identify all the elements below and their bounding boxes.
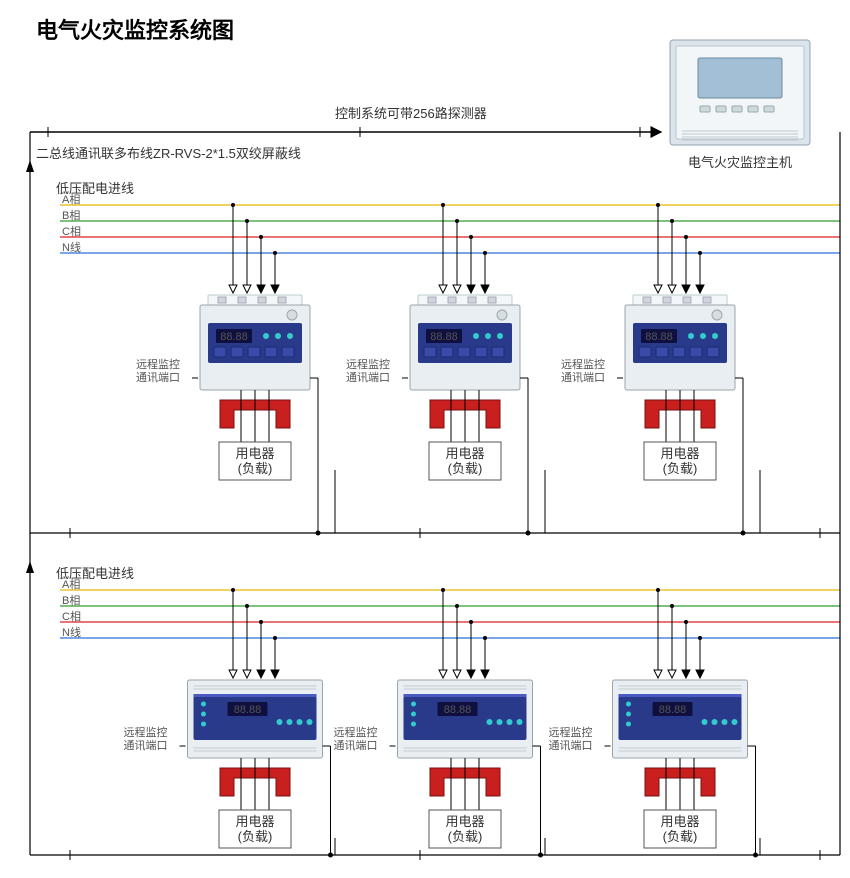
svg-text:远程监控: 远程监控 <box>334 725 378 739</box>
detector-1-2: 88.88 远程监控通讯端口用电器(负载) <box>549 588 761 858</box>
svg-text:远程监控: 远程监控 <box>549 725 593 739</box>
svg-text:A相: A相 <box>62 193 80 206</box>
svg-text:88.88: 88.88 <box>645 331 673 343</box>
svg-text:用电器: 用电器 <box>660 814 699 829</box>
svg-text:(负载): (负载) <box>238 829 273 844</box>
svg-text:远程监控: 远程监控 <box>561 357 605 371</box>
svg-text:B相: B相 <box>62 594 80 607</box>
svg-text:通讯端口: 通讯端口 <box>549 739 593 752</box>
svg-text:(负载): (负载) <box>448 829 483 844</box>
diagram-title: 电气火灾监控系统图 <box>36 18 234 43</box>
svg-text:88.88: 88.88 <box>234 704 262 716</box>
system-diagram: 电气火灾监控系统图控制系统可带256路探测器二总线通讯联多布线ZR-RVS-2*… <box>0 0 850 878</box>
distribution-row-1: 低压配电进线A相B相C相N线88.88远程监控通讯端口用电器(负载)88.88远… <box>26 533 840 860</box>
top-bus-description: 控制系统可带256路探测器 <box>335 106 487 121</box>
svg-text:用电器: 用电器 <box>235 446 274 461</box>
svg-text:用电器: 用电器 <box>660 446 699 461</box>
detector-1-0: 88.88 远程监控通讯端口用电器(负载) <box>124 588 336 858</box>
svg-text:远程监控: 远程监控 <box>124 725 168 739</box>
svg-text:C相: C相 <box>62 610 81 623</box>
distribution-row-0: 低压配电进线A相B相C相N线88.88远程监控通讯端口用电器(负载)88.88远… <box>26 132 840 538</box>
svg-text:远程监控: 远程监控 <box>136 357 180 371</box>
bus-cable-spec: 二总线通讯联多布线ZR-RVS-2*1.5双绞屏蔽线 <box>36 146 301 161</box>
svg-text:通讯端口: 通讯端口 <box>334 739 378 752</box>
monitoring-host: 电气火灾监控主机 <box>670 40 810 170</box>
svg-text:(负载): (负载) <box>663 829 698 844</box>
svg-text:88.88: 88.88 <box>220 331 248 343</box>
svg-text:N线: N线 <box>62 240 81 254</box>
svg-text:通讯端口: 通讯端口 <box>561 371 605 384</box>
svg-text:通讯端口: 通讯端口 <box>136 371 180 384</box>
svg-text:用电器: 用电器 <box>445 814 484 829</box>
svg-text:88.88: 88.88 <box>430 331 458 343</box>
svg-text:B相: B相 <box>62 209 80 222</box>
svg-text:88.88: 88.88 <box>444 704 472 716</box>
svg-text:N线: N线 <box>62 625 81 639</box>
detector-1-1: 88.88 远程监控通讯端口用电器(负载) <box>334 588 546 858</box>
svg-text:远程监控: 远程监控 <box>346 357 390 371</box>
svg-text:(负载): (负载) <box>663 461 698 476</box>
svg-text:88.88: 88.88 <box>659 704 687 716</box>
svg-text:C相: C相 <box>62 225 81 238</box>
svg-text:(负载): (负载) <box>448 461 483 476</box>
svg-text:通讯端口: 通讯端口 <box>346 371 390 384</box>
svg-text:A相: A相 <box>62 578 80 591</box>
svg-text:电气火灾监控主机: 电气火灾监控主机 <box>688 155 792 170</box>
svg-text:(负载): (负载) <box>238 461 273 476</box>
svg-text:通讯端口: 通讯端口 <box>124 739 168 752</box>
svg-text:用电器: 用电器 <box>445 446 484 461</box>
svg-text:用电器: 用电器 <box>235 814 274 829</box>
